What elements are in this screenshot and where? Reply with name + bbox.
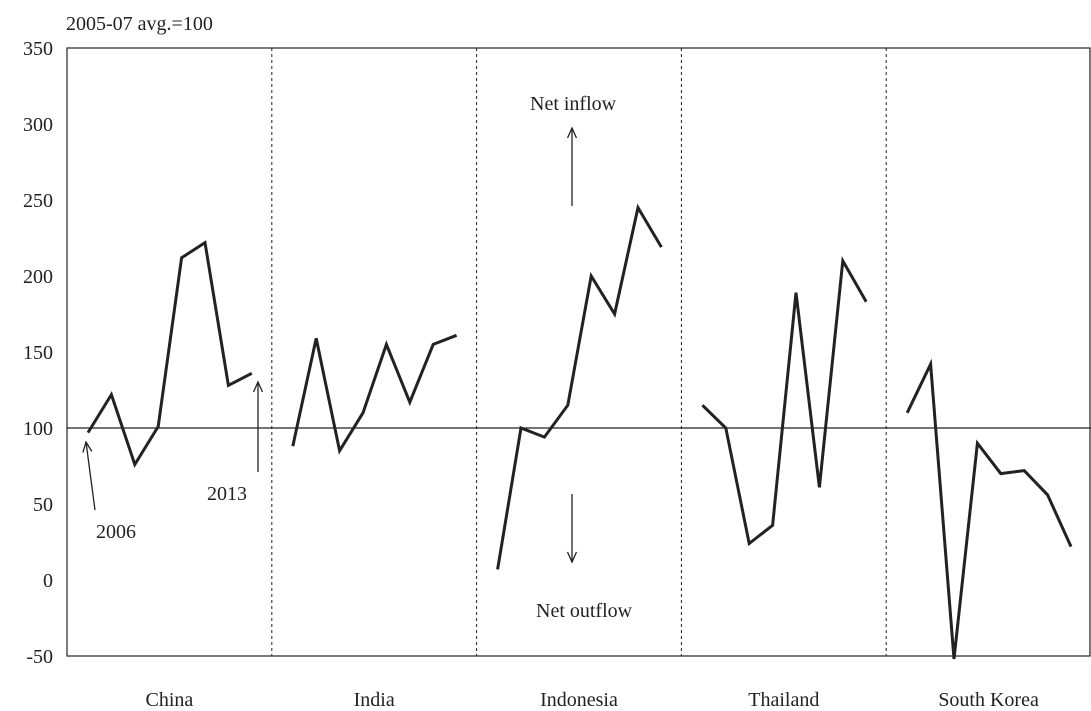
series-line-thailand xyxy=(701,256,868,547)
y-tick-label: 300 xyxy=(23,114,53,136)
y-tick-label: 100 xyxy=(23,418,53,440)
y-tick-label: 200 xyxy=(23,266,53,288)
net-outflow-label: Net outflow xyxy=(536,600,633,622)
category-label: China xyxy=(146,689,194,711)
net-outflow-arrow xyxy=(566,494,578,564)
y-tick-label: 350 xyxy=(23,38,53,60)
y-tick-label: 250 xyxy=(23,190,53,212)
series-line-indonesia xyxy=(496,203,663,570)
y-tick-label: 50 xyxy=(33,494,53,516)
net-inflow-label: Net inflow xyxy=(530,93,617,115)
y-tick-label: 0 xyxy=(43,570,53,592)
series-line-india xyxy=(291,333,458,455)
end-year-arrow xyxy=(252,380,264,472)
plot-frame xyxy=(66,47,1091,657)
end-year-arrow-head xyxy=(252,380,264,393)
y-axis: -50 0 50 100 150 200 250 300 350 xyxy=(23,38,1091,668)
series-lines xyxy=(86,203,1073,660)
category-label: Thailand xyxy=(748,689,819,711)
net-inflow-arrow xyxy=(566,126,578,206)
start-year-label: 2006 xyxy=(96,521,136,543)
category-label: Indonesia xyxy=(540,689,618,711)
start-year-arrow-shaft xyxy=(85,441,96,511)
y-tick-label: -50 xyxy=(26,646,53,668)
y-tick-label: 150 xyxy=(23,342,53,364)
net-outflow-arrow-head xyxy=(566,551,578,564)
category-label: South Korea xyxy=(938,689,1039,711)
unit-label: 2005-07 avg.=100 xyxy=(66,13,213,35)
start-year-arrow-head xyxy=(82,440,93,453)
start-year-arrow xyxy=(82,440,96,511)
category-label: India xyxy=(354,689,395,711)
annotations: 2006 2013 Net inflow Net outflow xyxy=(82,93,633,622)
net-inflow-arrow-head xyxy=(566,126,578,139)
end-year-label: 2013 xyxy=(207,483,247,505)
series-line-south-korea xyxy=(905,358,1073,660)
panels: China India Indonesia Thailand South Korea xyxy=(146,48,1039,711)
series-line-china xyxy=(86,240,253,469)
